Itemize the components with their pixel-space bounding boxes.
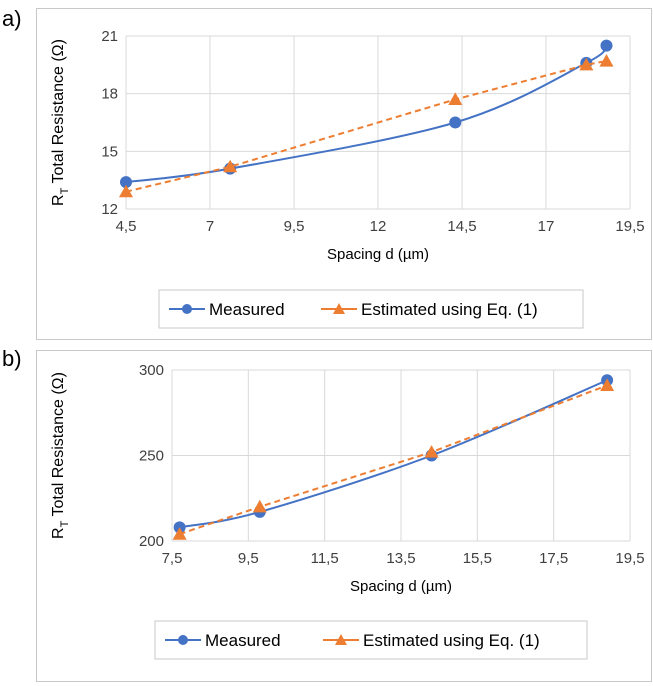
data-point-circle — [600, 39, 613, 52]
series-line — [179, 384, 608, 536]
series-line — [179, 379, 608, 529]
y-tick-label: 15 — [101, 143, 118, 160]
x-tick-label: 17,5 — [539, 550, 568, 567]
x-tick-label: 13,5 — [386, 550, 415, 567]
data-point-circle — [120, 176, 132, 189]
legend: Measured Estimated using Eq. (1) — [154, 620, 588, 660]
series-estimated — [172, 378, 615, 540]
legend-label-measured: Measured — [205, 631, 281, 650]
chart-a-svg: 4,5 7 9,5 12 14,5 17 19,5 12 15 18 21 Spacing d (µm… — [50, 28, 645, 329]
y-tick-label: 300 — [139, 362, 164, 379]
y-tick-label: 250 — [139, 448, 164, 465]
legend-marker-measured — [178, 635, 188, 645]
data-point-triangle — [599, 53, 614, 67]
y-axis-label-rest: Total Resistance (Ω) — [50, 39, 67, 188]
chart-b-svg: 7,5 9,5 11,5 13,5 15,5 17,5 19,5 200 250 300 Spaci… — [50, 362, 645, 660]
y-axis-label-rest: Total Resistance (Ω) — [50, 372, 67, 521]
x-tick-label: 14,5 — [447, 218, 476, 235]
x-tick-label: 19,5 — [615, 550, 644, 567]
legend-box — [158, 289, 584, 329]
y-tick-label: 12 — [101, 201, 118, 218]
legend-label-estimated: Estimated using Eq. (1) — [361, 300, 538, 319]
legend-label-measured: Measured — [209, 300, 285, 319]
data-point-triangle — [600, 378, 615, 391]
x-axis-label: Spacing d (µm) — [327, 246, 429, 263]
legend-label-estimated: Estimated using Eq. (1) — [363, 631, 540, 650]
series-line — [125, 60, 607, 193]
y-axis-label-main: R — [50, 527, 67, 539]
y-axis-label-main: R — [50, 194, 67, 206]
data-point-triangle — [223, 159, 238, 173]
legend-marker-measured — [182, 304, 192, 314]
x-tick-label: 4,5 — [116, 218, 137, 235]
y-tick-label: 18 — [101, 86, 118, 103]
panel-b-label: b) — [2, 346, 22, 371]
y-axis-label-subscript: T — [59, 520, 71, 527]
grid-lines — [171, 369, 631, 542]
series-measured — [120, 39, 613, 189]
x-tick-label: 17 — [538, 218, 555, 235]
panel-a-label: a) — [2, 6, 22, 31]
y-axis-label: RT Total Resistance (Ω) — [50, 372, 71, 539]
x-tick-label: 11,5 — [311, 550, 339, 567]
x-tick-label: 7,5 — [162, 550, 183, 567]
x-tick-label: 19,5 — [615, 218, 644, 235]
x-tick-label: 9,5 — [284, 218, 305, 235]
series-line — [125, 44, 608, 184]
chart-panel-a: 4,5 7 9,5 12 14,5 17 19,5 12 15 18 21 Spacing d (µm… — [36, 8, 652, 340]
legend-box — [154, 620, 588, 660]
data-point-triangle — [172, 527, 187, 540]
data-point-triangle — [448, 92, 463, 106]
x-tick-label: 9,5 — [238, 550, 259, 567]
y-tick-label: 21 — [101, 28, 118, 45]
legend-marker-estimated — [335, 634, 347, 645]
data-point-triangle — [424, 445, 439, 458]
x-tick-label: 12 — [370, 218, 387, 235]
x-tick-label: 7 — [206, 218, 214, 235]
y-tick-label: 200 — [139, 533, 164, 550]
legend: Measured Estimated using Eq. (1) — [158, 289, 584, 329]
series-estimated — [119, 53, 614, 198]
data-point-triangle — [119, 184, 133, 198]
y-axis-label: RT Total Resistance (Ω) — [50, 39, 71, 206]
data-point-circle — [449, 116, 462, 129]
series-measured — [173, 374, 614, 534]
x-axis-label: Spacing d (µm) — [350, 578, 452, 595]
x-tick-label: 15,5 — [463, 550, 492, 567]
chart-panel-b: 7,5 9,5 11,5 13,5 15,5 17,5 19,5 200 250 300 Spaci… — [36, 350, 652, 682]
data-point-triangle — [252, 499, 267, 513]
legend-marker-estimated — [333, 303, 345, 314]
grid-lines — [125, 35, 631, 210]
y-axis-label-subscript: T — [59, 187, 71, 194]
data-point-triangle — [579, 57, 594, 71]
